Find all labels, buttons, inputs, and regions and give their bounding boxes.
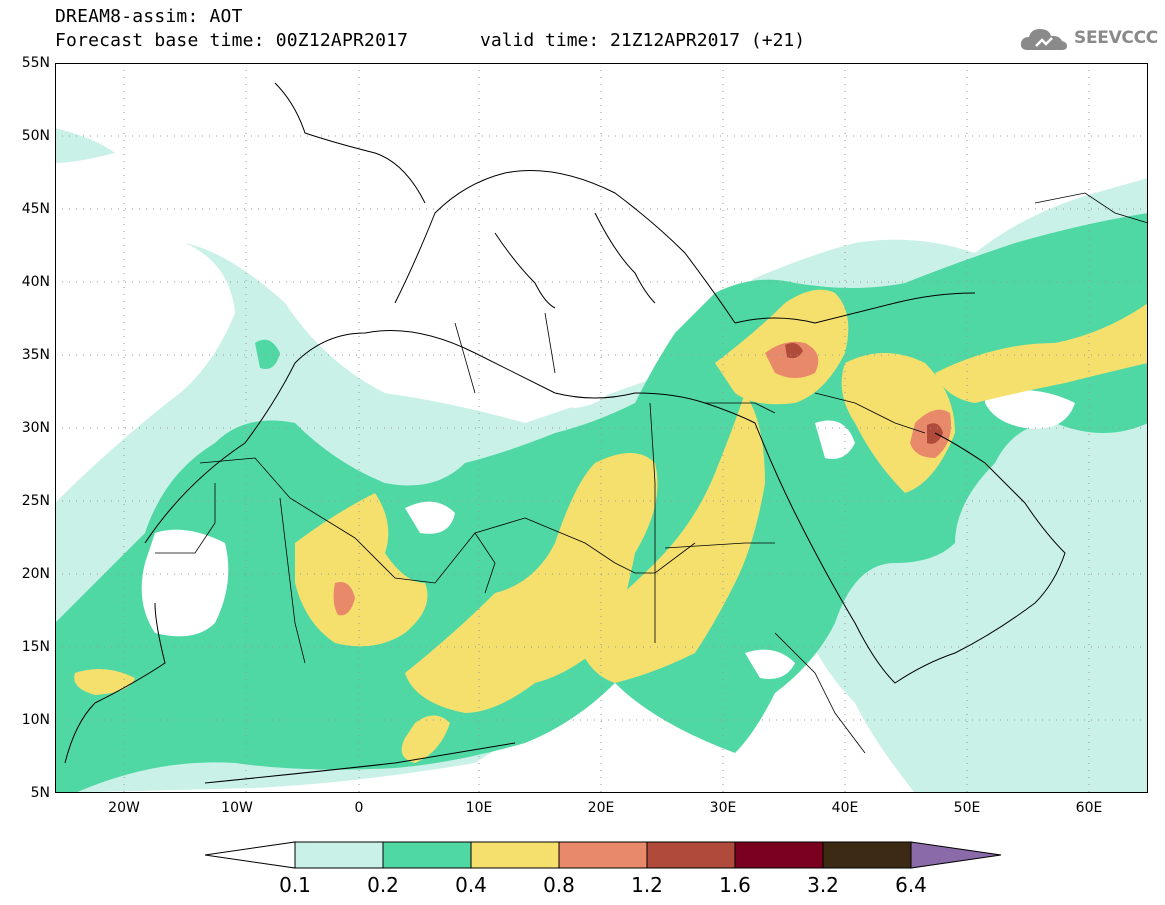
borders bbox=[155, 192, 1148, 754]
map-frame bbox=[55, 63, 1148, 793]
coastlines bbox=[64, 82, 1066, 784]
lat-label: 20N bbox=[21, 566, 50, 582]
lon-label: 10E bbox=[465, 800, 493, 816]
colorbar-label: 6.4 bbox=[895, 873, 927, 897]
seevccc-logo: SEEVCCC bbox=[1018, 24, 1158, 54]
lat-label: 25N bbox=[21, 493, 50, 509]
colorbar bbox=[204, 840, 1005, 876]
colorbar-label: 0.8 bbox=[543, 873, 575, 897]
cloud-icon bbox=[1020, 29, 1067, 50]
lon-label: 40E bbox=[831, 800, 859, 816]
lon-label: 10W bbox=[221, 800, 253, 816]
lat-label: 30N bbox=[21, 420, 50, 436]
lat-label: 55N bbox=[21, 55, 50, 71]
product-title: DREAM8-assim: AOT bbox=[55, 6, 243, 27]
lon-label: 30E bbox=[709, 800, 737, 816]
lat-label: 5N bbox=[30, 785, 50, 801]
lat-label: 40N bbox=[21, 274, 50, 290]
lon-label: 0 bbox=[354, 800, 364, 816]
colorbar-low-arrow bbox=[204, 841, 296, 869]
lat-label: 35N bbox=[21, 347, 50, 363]
lon-label: 20W bbox=[108, 800, 140, 816]
graticule bbox=[55, 63, 1148, 793]
colorbar-label: 0.1 bbox=[279, 873, 311, 897]
lat-label: 50N bbox=[21, 128, 50, 144]
aot-map[interactable] bbox=[55, 63, 1148, 793]
colorbar-swatch bbox=[558, 841, 648, 869]
aot-contour-0.4 bbox=[74, 289, 1148, 763]
colorbar-label: 3.2 bbox=[807, 873, 839, 897]
lon-label: 50E bbox=[953, 800, 981, 816]
lon-label: 60E bbox=[1075, 800, 1103, 816]
colorbar-label: 1.6 bbox=[719, 873, 751, 897]
lon-label: 20E bbox=[587, 800, 615, 816]
colorbar-high-arrow bbox=[910, 841, 1002, 869]
base-time: Forecast base time: 00Z12APR2017 bbox=[55, 30, 409, 51]
colorbar-swatch bbox=[470, 841, 560, 869]
colorbar-swatch bbox=[646, 841, 736, 869]
colorbar-label: 1.2 bbox=[631, 873, 663, 897]
colorbar-svg bbox=[204, 841, 1002, 869]
lat-label: 15N bbox=[21, 639, 50, 655]
lat-label: 10N bbox=[21, 712, 50, 728]
colorbar-label: 0.2 bbox=[367, 873, 399, 897]
aot-low-holes bbox=[141, 359, 1075, 679]
colorbar-swatch bbox=[822, 841, 912, 869]
colorbar-swatch bbox=[382, 841, 472, 869]
valid-time: valid time: 21Z12APR2017 (+21) bbox=[480, 30, 806, 51]
colorbar-label: 0.4 bbox=[455, 873, 487, 897]
colorbar-swatch bbox=[734, 841, 824, 869]
logo-text: SEEVCCC bbox=[1074, 28, 1158, 48]
colorbar-swatch bbox=[294, 841, 384, 869]
map-canvas bbox=[55, 63, 1148, 793]
lat-label: 45N bbox=[21, 201, 50, 217]
